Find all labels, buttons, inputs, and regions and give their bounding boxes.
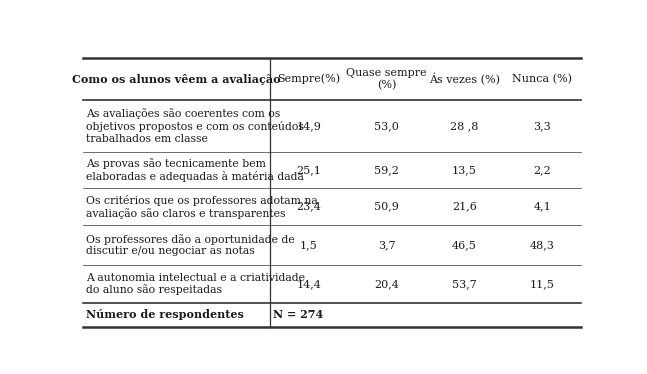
Text: N = 274: N = 274 [273, 309, 324, 321]
Text: 46,5: 46,5 [452, 240, 477, 250]
Text: As avaliações são coerentes com os
objetivos propostos e com os conteúdos
trabal: As avaliações são coerentes com os objet… [87, 108, 304, 144]
Text: 13,5: 13,5 [452, 165, 477, 175]
Text: 3,3: 3,3 [533, 121, 551, 131]
Text: Quase sempre
(%): Quase sempre (%) [346, 68, 427, 90]
Text: 25,1: 25,1 [296, 165, 322, 175]
Text: Os critérios que os professores adotam na
avaliação são claros e transparentes: Os critérios que os professores adotam n… [87, 195, 318, 218]
Text: 48,3: 48,3 [530, 240, 554, 250]
Text: Ás vezes (%): Ás vezes (%) [429, 73, 499, 85]
Text: 4,1: 4,1 [533, 202, 551, 212]
Text: 21,6: 21,6 [452, 202, 477, 212]
Text: 14,4: 14,4 [296, 279, 322, 289]
Text: Número de respondentes: Número de respondentes [87, 309, 245, 321]
Text: 2,2: 2,2 [533, 165, 551, 175]
Text: Como os alunos vêem a avaliação: Como os alunos vêem a avaliação [72, 74, 281, 85]
Text: 3,7: 3,7 [378, 240, 395, 250]
Text: 20,4: 20,4 [374, 279, 399, 289]
Text: Sempre(%): Sempre(%) [278, 74, 340, 85]
Text: Os professores dão a oportunidade de
discutir e/ou negociar as notas: Os professores dão a oportunidade de dis… [87, 234, 295, 257]
Text: 53,0: 53,0 [374, 121, 399, 131]
Text: 23,4: 23,4 [296, 202, 322, 212]
Text: 11,5: 11,5 [530, 279, 554, 289]
Text: 53,7: 53,7 [452, 279, 477, 289]
Text: 28 ,8: 28 ,8 [450, 121, 479, 131]
Text: Nunca (%): Nunca (%) [512, 74, 572, 84]
Text: 1,5: 1,5 [300, 240, 318, 250]
Text: 14,9: 14,9 [296, 121, 322, 131]
Text: As provas são tecnicamente bem
elaboradas e adequadas à matéria dada: As provas são tecnicamente bem elaborada… [87, 158, 304, 182]
Text: 59,2: 59,2 [374, 165, 399, 175]
Text: A autonomia intelectual e a criatividade
do aluno são respeitadas: A autonomia intelectual e a criatividade… [87, 273, 305, 295]
Text: 50,9: 50,9 [374, 202, 399, 212]
